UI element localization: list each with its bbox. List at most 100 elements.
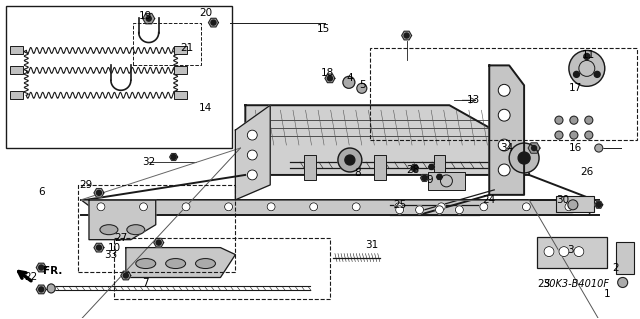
Text: 33: 33: [104, 249, 118, 260]
Bar: [10, 91, 23, 99]
Circle shape: [156, 240, 161, 245]
Text: 1: 1: [604, 289, 610, 300]
Polygon shape: [126, 248, 236, 278]
Text: FR.: FR.: [44, 266, 63, 277]
Text: 10: 10: [108, 243, 120, 253]
Circle shape: [97, 203, 105, 211]
Polygon shape: [154, 238, 164, 247]
Text: 25: 25: [393, 200, 406, 210]
Text: 20: 20: [199, 8, 212, 18]
Circle shape: [498, 109, 510, 121]
Bar: [174, 66, 187, 74]
Ellipse shape: [127, 225, 145, 235]
Polygon shape: [429, 164, 435, 170]
Ellipse shape: [100, 225, 118, 235]
Text: 17: 17: [569, 83, 582, 93]
Text: 26: 26: [580, 167, 593, 177]
Bar: [174, 91, 187, 99]
Circle shape: [585, 131, 593, 139]
Circle shape: [352, 203, 360, 211]
Polygon shape: [528, 143, 540, 153]
Bar: [428, 172, 465, 190]
Ellipse shape: [47, 284, 55, 293]
Circle shape: [147, 16, 151, 21]
Polygon shape: [595, 201, 603, 208]
Circle shape: [225, 203, 232, 211]
Bar: [537, 237, 607, 268]
Circle shape: [618, 278, 628, 287]
Bar: [10, 66, 23, 74]
Bar: [10, 47, 23, 55]
Bar: [433, 155, 445, 180]
Circle shape: [171, 154, 176, 160]
Circle shape: [247, 150, 257, 160]
Text: 31: 31: [365, 240, 378, 250]
Bar: [78, 185, 236, 271]
Polygon shape: [236, 105, 270, 200]
Bar: [6, 6, 232, 148]
Circle shape: [267, 203, 275, 211]
Polygon shape: [436, 174, 442, 180]
Circle shape: [211, 20, 216, 25]
Circle shape: [480, 203, 488, 211]
Text: 23: 23: [538, 279, 550, 289]
Circle shape: [570, 131, 578, 139]
Circle shape: [555, 116, 563, 124]
Circle shape: [310, 203, 317, 211]
Text: 9: 9: [426, 175, 433, 185]
Circle shape: [140, 203, 147, 211]
Bar: [370, 48, 637, 140]
Text: 19: 19: [139, 11, 152, 21]
Text: 16: 16: [569, 143, 582, 153]
Polygon shape: [411, 165, 419, 171]
Text: 5: 5: [360, 80, 366, 90]
Bar: [374, 155, 386, 180]
Circle shape: [518, 152, 530, 164]
Polygon shape: [81, 200, 599, 215]
Text: 34: 34: [500, 143, 514, 153]
Circle shape: [182, 203, 190, 211]
Circle shape: [412, 166, 417, 170]
Circle shape: [456, 206, 463, 214]
Circle shape: [568, 200, 578, 210]
Text: 8: 8: [355, 168, 361, 178]
Text: 24: 24: [483, 195, 496, 205]
Polygon shape: [143, 13, 155, 24]
Polygon shape: [89, 200, 156, 240]
Bar: [304, 155, 316, 180]
Circle shape: [404, 33, 409, 38]
Circle shape: [415, 206, 424, 214]
Circle shape: [247, 170, 257, 180]
Circle shape: [343, 76, 355, 88]
Ellipse shape: [196, 259, 216, 269]
Bar: [133, 23, 200, 65]
Bar: [114, 238, 330, 300]
Polygon shape: [325, 74, 335, 83]
Circle shape: [555, 131, 563, 139]
Circle shape: [595, 144, 603, 152]
Polygon shape: [170, 153, 178, 160]
Circle shape: [357, 83, 367, 93]
Circle shape: [39, 287, 44, 292]
Ellipse shape: [166, 259, 186, 269]
Text: 28: 28: [406, 165, 419, 175]
Text: 15: 15: [316, 24, 330, 33]
Polygon shape: [36, 285, 46, 294]
Polygon shape: [94, 243, 104, 252]
Circle shape: [498, 84, 510, 96]
Circle shape: [522, 203, 531, 211]
Circle shape: [396, 206, 404, 214]
Text: 29: 29: [79, 180, 93, 190]
Text: 2: 2: [612, 263, 619, 272]
Text: 6: 6: [38, 187, 45, 197]
Circle shape: [498, 164, 510, 176]
Circle shape: [573, 71, 579, 78]
Bar: [174, 47, 187, 55]
Polygon shape: [245, 105, 529, 175]
Circle shape: [596, 202, 601, 207]
Circle shape: [594, 71, 600, 78]
Circle shape: [429, 165, 434, 169]
Text: 22: 22: [24, 272, 38, 283]
Circle shape: [247, 130, 257, 140]
Circle shape: [498, 139, 510, 151]
